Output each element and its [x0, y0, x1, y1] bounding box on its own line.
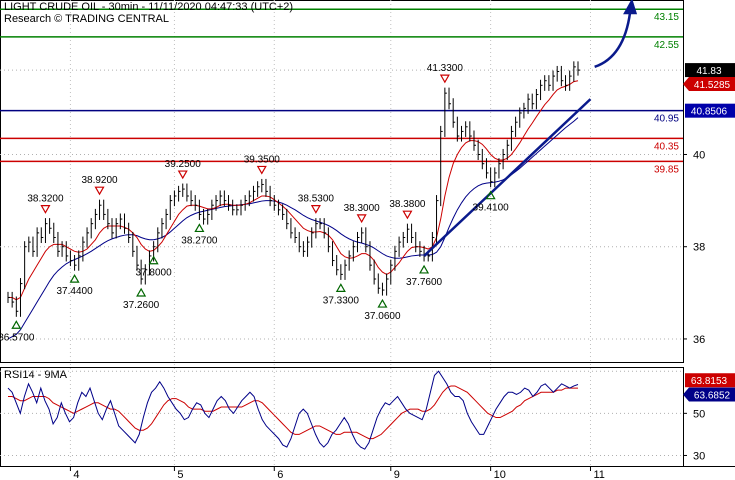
- projection-arrow-shaft: [594, 12, 632, 69]
- rsi-tick-label: 50: [693, 408, 705, 420]
- high-marker: [439, 74, 450, 84]
- x-tick-label: 11: [593, 469, 604, 480]
- high-label: 39.2500: [165, 159, 202, 170]
- research-source: Research © TRADING CENTRAL: [4, 13, 169, 25]
- high-label: 38.3200: [27, 194, 64, 205]
- low-label: 39.4100: [473, 203, 510, 214]
- low-label: 37.2600: [123, 300, 160, 311]
- high-marker: [40, 205, 51, 214]
- low-label: 37.0600: [364, 311, 401, 322]
- level-label: 40.35: [654, 141, 679, 152]
- y-tick-label: 38: [693, 242, 705, 254]
- y-tick-label: 36: [693, 334, 705, 346]
- high-marker: [94, 186, 105, 196]
- trendline: [423, 98, 592, 257]
- ma-slow-line: [7, 117, 579, 340]
- last-price-label: 41.83: [696, 66, 721, 77]
- high-marker: [177, 170, 188, 180]
- pivot-value-box: [685, 103, 735, 118]
- y-tick-label: 40: [693, 149, 705, 161]
- low-marker: [419, 264, 430, 274]
- rsi-line: [7, 370, 579, 450]
- low-marker: [485, 190, 496, 200]
- ma-value-box: [683, 76, 735, 91]
- low-label: 36.5700: [0, 332, 35, 343]
- x-tick-label: 10: [494, 469, 506, 480]
- high-label: 39.3500: [244, 154, 281, 165]
- low-marker: [194, 223, 205, 233]
- x-tick-label: 5: [177, 469, 183, 480]
- chart-title: LIGHT CRUDE OIL - 30min - 11/11/2020 04:…: [4, 1, 294, 13]
- high-label: 38.5300: [298, 194, 335, 205]
- low-marker: [335, 283, 346, 292]
- high-marker: [402, 210, 413, 220]
- low-label: 37.4400: [56, 286, 93, 297]
- high-marker: [256, 165, 267, 175]
- rsi-ma-value-box: [683, 387, 735, 402]
- level-label: 42.55: [654, 40, 679, 51]
- rsi-ma-value-label: 63.6852: [694, 391, 731, 402]
- high-label: 38.9200: [81, 175, 118, 186]
- level-label: 39.85: [654, 164, 679, 175]
- price-bars: [7, 61, 580, 317]
- rsi-value-box: [685, 373, 735, 388]
- level-label: 43.15: [654, 12, 679, 23]
- ma-value-label: 41.5285: [694, 80, 731, 91]
- x-tick-label: 9: [394, 469, 400, 480]
- main-panel-frame: [0, 0, 684, 363]
- high-label: 42.2700: [572, 0, 609, 3]
- high-label: 38.3800: [389, 199, 426, 210]
- low-label: 37.7600: [406, 277, 443, 288]
- rsi-title: RSI14 - 9MA: [4, 369, 68, 381]
- rsi-value-label: 63.8153: [691, 376, 728, 387]
- low-marker: [11, 320, 22, 329]
- high-marker: [310, 205, 321, 214]
- level-label: 40.95: [654, 114, 679, 125]
- low-marker: [377, 298, 388, 308]
- high-label: 38.3000: [344, 203, 381, 214]
- low-label: 38.2700: [181, 235, 218, 246]
- high-label: 41.3300: [427, 63, 464, 74]
- last-price-box: [685, 63, 735, 78]
- low-marker: [148, 255, 159, 265]
- low-marker: [136, 287, 147, 297]
- low-label: 37.3300: [323, 295, 360, 306]
- x-tick-label: 4: [73, 469, 79, 480]
- low-label: 37.8000: [136, 268, 173, 279]
- ma-fast-line: [8, 80, 579, 301]
- low-marker: [69, 273, 80, 283]
- rsi-tick-label: 30: [693, 450, 705, 462]
- pivot-value-label: 40.8506: [691, 107, 728, 118]
- projection-arrow-head: [623, 0, 638, 15]
- x-tick-label: 6: [277, 469, 283, 480]
- high-marker: [356, 214, 367, 224]
